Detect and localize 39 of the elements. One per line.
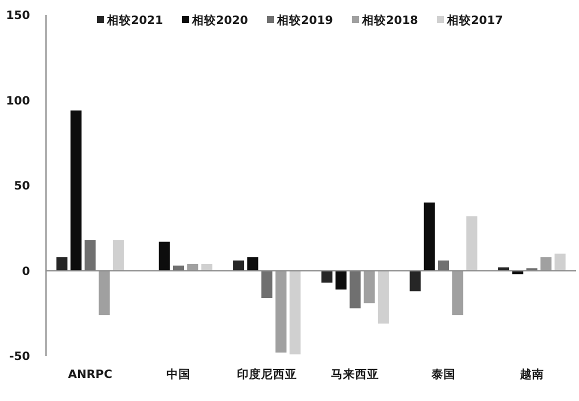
bar — [70, 110, 82, 271]
x-tick-label: 中国 — [166, 367, 190, 381]
bar — [158, 242, 170, 271]
legend-label: 相较2020 — [190, 13, 248, 27]
bar — [452, 270, 464, 316]
y-tick-label: 50 — [14, 178, 30, 192]
x-tick-label: 泰国 — [430, 367, 456, 381]
bar — [321, 270, 332, 283]
y-tick-label: -50 — [9, 349, 30, 363]
bar — [275, 270, 286, 353]
bar — [540, 257, 552, 271]
legend-label: 相较2021 — [106, 13, 163, 27]
bar — [290, 270, 301, 354]
x-tick-label: 印度尼西亚 — [236, 367, 297, 381]
bar — [350, 270, 361, 308]
bar — [261, 270, 272, 298]
y-tick-label: 0 — [22, 264, 30, 278]
y-tick-label: 150 — [6, 8, 30, 22]
bar — [98, 270, 110, 316]
x-tick-label: 越南 — [518, 367, 544, 381]
bar — [112, 240, 124, 271]
bar — [364, 270, 375, 304]
legend-label: 相较2017 — [446, 13, 504, 27]
bar — [424, 202, 435, 271]
y-tick-label: 100 — [6, 93, 30, 108]
bar — [410, 270, 421, 292]
x-tick-label: ANRPC — [68, 367, 112, 381]
bar — [56, 257, 68, 271]
bar — [438, 260, 450, 271]
legend-label: 相较2018 — [361, 13, 418, 27]
x-tick-label: 马来西亚 — [331, 367, 380, 381]
legend-label: 相较2019 — [276, 13, 334, 27]
bar — [554, 254, 566, 271]
bar — [378, 270, 389, 324]
bar — [233, 260, 244, 271]
bar — [336, 270, 347, 290]
bar — [466, 216, 478, 271]
bar — [247, 257, 258, 271]
bar — [84, 240, 96, 271]
